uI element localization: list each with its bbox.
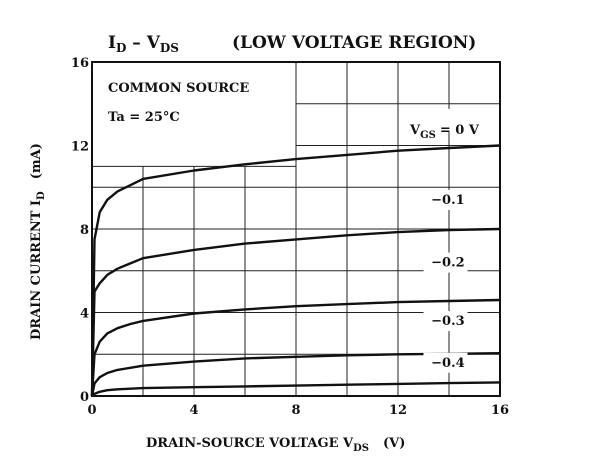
x-axis-label-sub: DS [353,443,369,454]
legend-heading-v: V [409,123,421,138]
annotation-temperature: Ta = 25°C [108,110,180,125]
title-id-sub: D [116,41,126,55]
x-axis-label-unit: (V) [383,436,405,451]
legend-heading-sub: GS [420,130,436,141]
x-axis-label: DRAIN-SOURCE VOLTAGE VDS (V) [146,436,405,454]
curve-vgs-3 [90,352,501,397]
curve-label: −0.3 [431,314,465,329]
y-tick-label: 8 [80,223,89,238]
x-tick-label: 16 [491,403,509,418]
y-tick-label: 12 [71,140,89,155]
y-tick-label: 0 [80,390,89,405]
curve-label-bg [423,311,468,332]
x-tick-label: 12 [389,403,407,418]
curve-label: −0.4 [431,356,465,371]
y-axis-label-main: DRAIN CURRENT I [29,200,44,340]
y-axis-label-unit: (mA) [29,143,44,179]
curve-label: −0.2 [431,256,465,271]
chart-subtitle: (LOW VOLTAGE REGION) [232,33,476,53]
curve-vgs-4 [91,381,501,397]
y-tick-label: 4 [80,307,89,322]
legend-heading: VGS = 0 V [409,123,480,141]
curves [90,144,501,397]
title-vds-sub: DS [160,41,179,55]
x-tick-label: 8 [291,403,300,418]
annotation-box [93,63,296,167]
annotation-common-source: COMMON SOURCE [108,81,249,96]
y-tick-labels: 0 4 8 12 16 [71,56,89,405]
curve-label-bg [423,252,468,273]
legend-heading-box [403,108,499,132]
curve-vgs-2 [90,298,501,397]
x-tick-label: 0 [87,403,96,418]
title-dash: – V [126,33,160,53]
legend-heading-value: = 0 V [440,123,480,138]
y-tick-label: 16 [71,56,89,71]
y-axis-label-sub: D [36,191,47,200]
chart-title: ID – VDS [108,33,179,55]
curve-label-bg [423,352,468,373]
grid [92,62,500,396]
curve-vgs-1 [90,227,501,397]
x-tick-labels: 0 4 8 12 16 [87,403,509,418]
curve-label: −0.1 [431,193,465,208]
y-axis-label: DRAIN CURRENT ID (mA) [29,143,47,340]
x-tick-label: 4 [189,403,198,418]
curve-label-bg [423,189,468,210]
curve-labels: −0.1 −0.2 −0.3 −0.4 [423,189,468,373]
title-id: I [108,33,116,53]
x-axis-label-main: DRAIN-SOURCE VOLTAGE V [146,436,354,451]
curve-vgs-0 [90,144,501,397]
